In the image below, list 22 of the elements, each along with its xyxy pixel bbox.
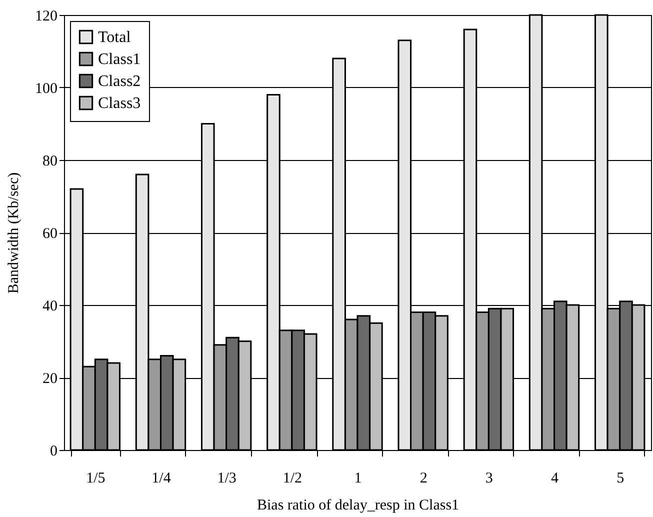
x-tick-label: 1/5 (86, 470, 106, 486)
x-tick-label: 1 (354, 470, 362, 486)
y-axis-title: Bandwidth (Kb/sec) (6, 172, 22, 294)
legend-label: Class2 (98, 73, 141, 90)
x-tick-label: 1/3 (217, 470, 236, 486)
x-tick-label: 2 (420, 470, 428, 486)
legend-label: Class1 (98, 51, 141, 68)
x-tick-label: 3 (485, 470, 493, 486)
y-tick-label: 20 (42, 371, 58, 387)
x-axis-title: Bias ratio of delay_resp in Class1 (256, 498, 460, 514)
y-tick-label: 80 (42, 154, 58, 170)
x-tick-label: 5 (616, 470, 624, 486)
legend-label: Total (98, 29, 132, 46)
y-tick-label: 0 (50, 444, 58, 460)
legend-label: Class3 (98, 95, 141, 112)
x-tick-label: 4 (551, 470, 560, 486)
y-tick-label: 60 (42, 226, 58, 242)
y-tick-label: 100 (35, 81, 58, 97)
x-tick-label: 1/4 (152, 470, 172, 486)
x-tick-label: 1/2 (282, 470, 302, 486)
y-tick-label: 40 (42, 298, 58, 314)
y-tick-label: 120 (35, 8, 58, 24)
